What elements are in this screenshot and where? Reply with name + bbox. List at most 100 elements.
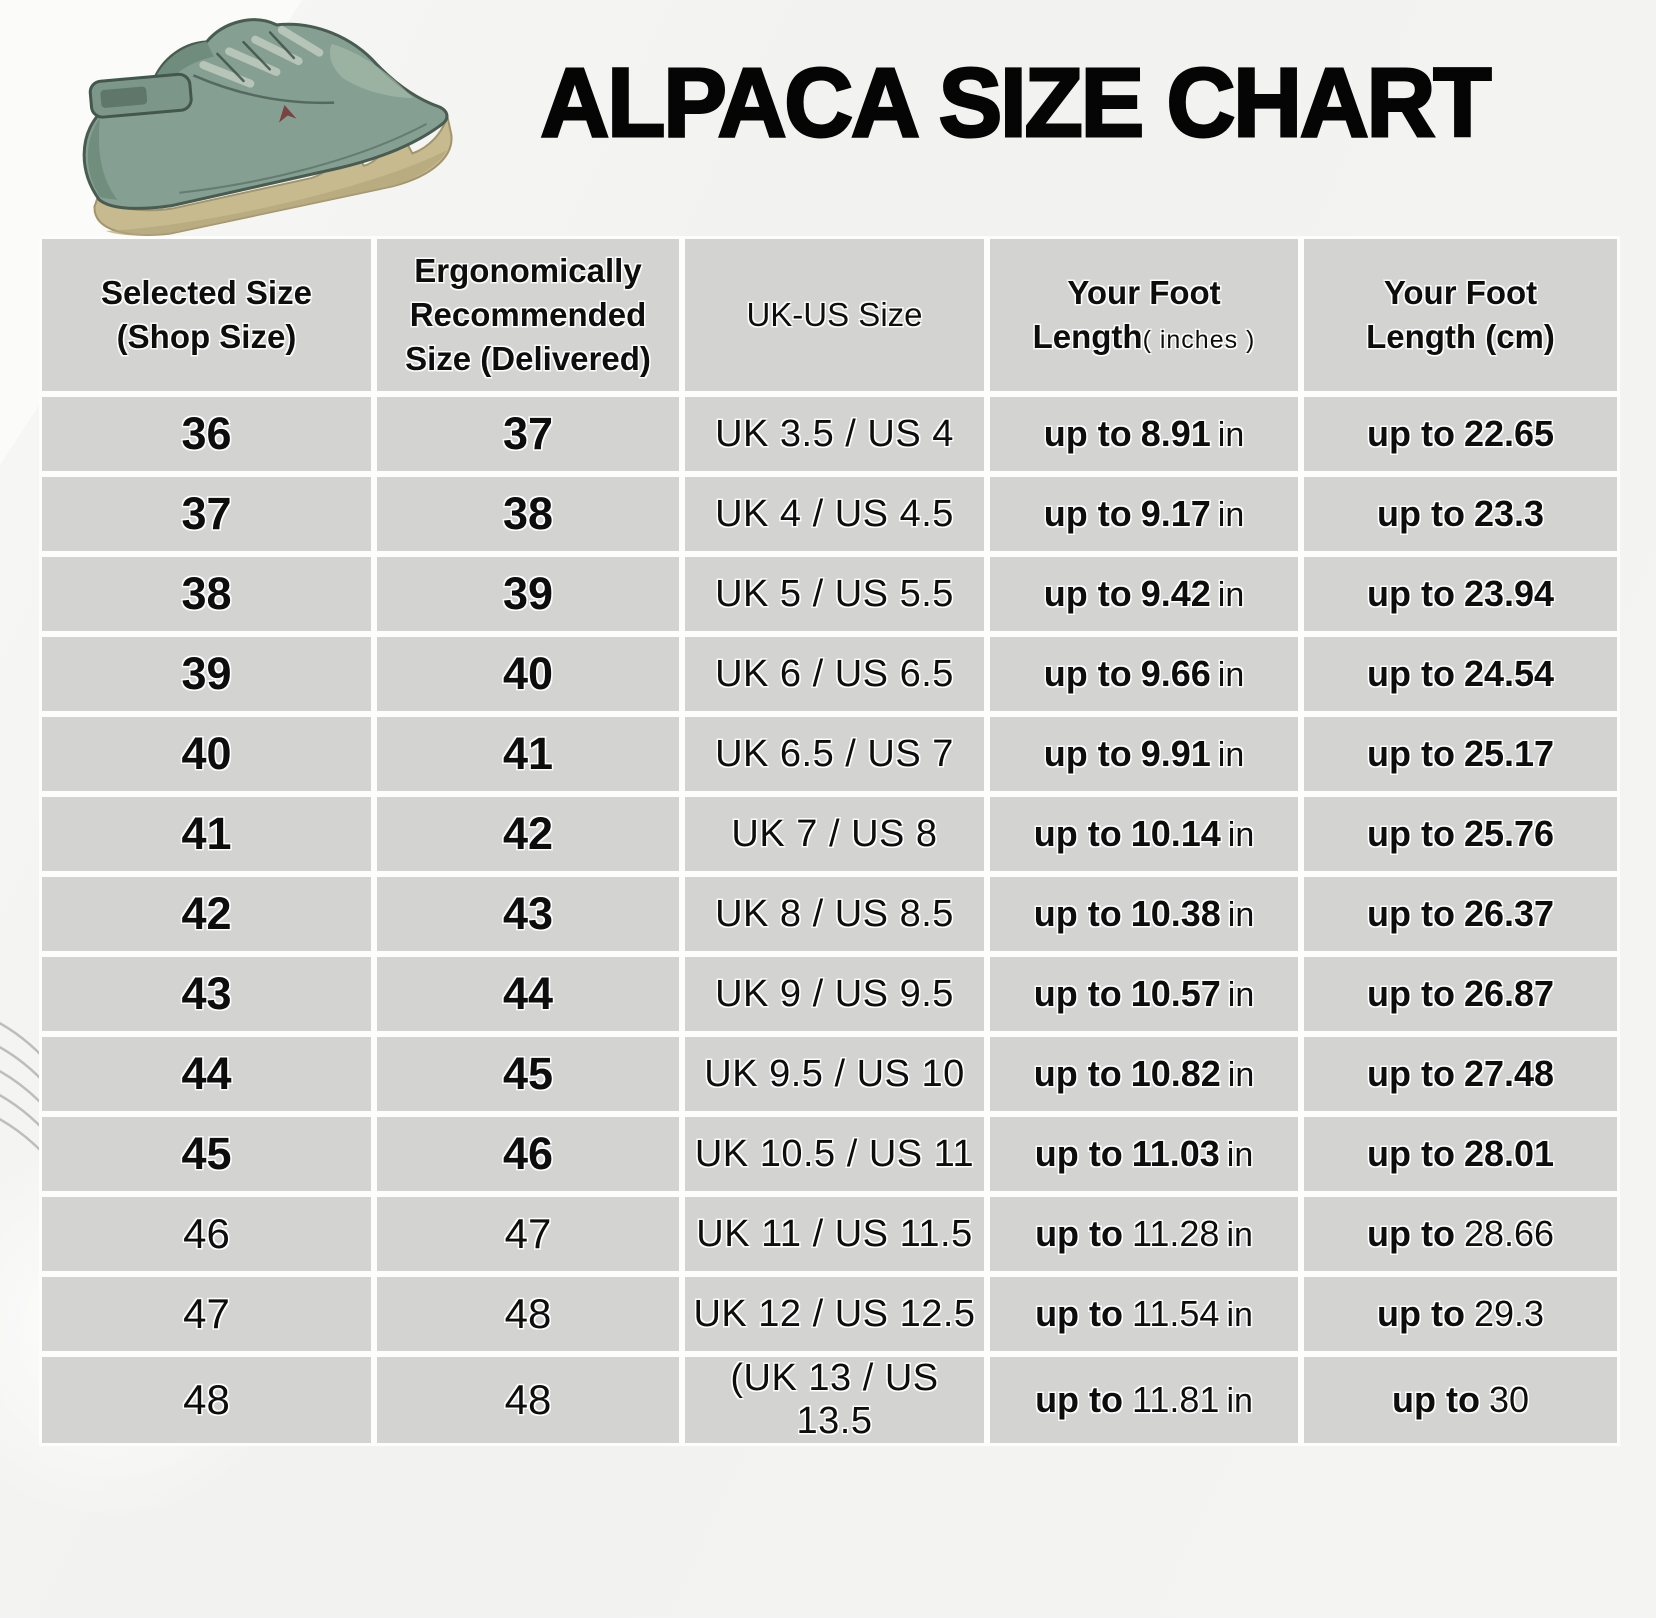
cell-foot-length-inches: up to 11.03 in	[987, 1114, 1301, 1194]
header-selected-size: Selected Size (Shop Size)	[39, 236, 374, 394]
header-text: Length (cm)	[1366, 318, 1555, 355]
ukus-size-value: UK 6 / US 6.5	[715, 652, 954, 695]
up-to-label: up to	[1035, 1213, 1124, 1254]
up-to-label: up to	[1376, 493, 1465, 534]
up-to-label: up to	[1366, 813, 1455, 854]
inches-value: 11.03	[1131, 1133, 1220, 1174]
cell-foot-length-cm: up to 29.3	[1301, 1274, 1620, 1354]
size-table-body: 36 37 UK 3.5 / US 4 up to 8.91 in up to 22.…	[39, 394, 1620, 1446]
cell-ukus-size: UK 9.5 / US 10	[682, 1034, 987, 1114]
cell-ukus-size: UK 7 / US 8	[682, 794, 987, 874]
cell-foot-length-inches: up to 11.81 in	[987, 1354, 1301, 1446]
cell-ukus-size: (UK 13 / US 13.5	[682, 1354, 987, 1446]
ukus-size-value: UK 4 / US 4.5	[715, 492, 954, 535]
inch-unit-label: in	[1226, 1136, 1254, 1174]
delivered-size-value: 48	[504, 1376, 552, 1423]
table-row: 42 43 UK 8 / US 8.5 up to 10.38 in up to 26…	[39, 874, 1620, 954]
up-to-label: up to	[1043, 413, 1132, 454]
cell-delivered-size: 37	[374, 394, 682, 474]
shop-size-value: 41	[181, 808, 232, 859]
header-recommended-size: Ergonomically Recommended Size (Delivere…	[374, 236, 682, 394]
cell-delivered-size: 44	[374, 954, 682, 1034]
inches-value: 9.91	[1140, 733, 1211, 774]
up-to-label: up to	[1034, 1133, 1123, 1174]
cm-value: 23.94	[1463, 573, 1555, 614]
ukus-size-value: UK 5 / US 5.5	[715, 572, 954, 615]
cell-foot-length-inches: up to 10.57 in	[987, 954, 1301, 1034]
cell-delivered-size: 48	[374, 1354, 682, 1446]
ukus-size-value: UK 7 / US 8	[731, 812, 938, 855]
cell-foot-length-cm: up to 25.17	[1301, 714, 1620, 794]
shop-size-value: 48	[183, 1376, 230, 1423]
inch-unit-label: in	[1226, 1382, 1253, 1420]
cell-foot-length-inches: up to 10.14 in	[987, 794, 1301, 874]
shop-size-value: 37	[181, 488, 232, 539]
up-to-label: up to	[1366, 1053, 1455, 1094]
inches-value: 11.81	[1132, 1379, 1220, 1420]
delivered-size-value: 45	[502, 1048, 554, 1099]
delivered-size-value: 47	[504, 1210, 552, 1257]
cell-shop-size: 48	[39, 1354, 374, 1446]
cell-foot-length-inches: up to 10.38 in	[987, 874, 1301, 954]
cell-ukus-size: UK 9 / US 9.5	[682, 954, 987, 1034]
up-to-label: up to	[1033, 893, 1122, 934]
inch-unit-label: in	[1227, 896, 1255, 934]
ukus-size-value: UK 8 / US 8.5	[715, 892, 954, 935]
cell-foot-length-cm: up to 23.94	[1301, 554, 1620, 634]
up-to-label: up to	[1366, 733, 1455, 774]
cell-ukus-size: UK 8 / US 8.5	[682, 874, 987, 954]
shop-size-value: 45	[181, 1128, 232, 1179]
cell-foot-length-cm: up to 24.54	[1301, 634, 1620, 714]
ukus-size-value: UK 6.5 / US 7	[715, 732, 954, 775]
shop-size-value: 36	[181, 408, 232, 459]
cell-delivered-size: 45	[374, 1034, 682, 1114]
inch-unit-label: in	[1227, 816, 1255, 854]
table-row: 43 44 UK 9 / US 9.5 up to 10.57 in up to 26…	[39, 954, 1620, 1034]
up-to-label: up to	[1043, 733, 1132, 774]
cell-foot-length-cm: up to 28.01	[1301, 1114, 1620, 1194]
delivered-size-value: 48	[504, 1290, 552, 1337]
shop-size-value: 38	[181, 568, 232, 619]
page-title: ALPACA SIZE CHART	[539, 48, 1493, 157]
inches-value: 10.38	[1130, 893, 1221, 934]
ukus-size-value: UK 3.5 / US 4	[715, 412, 954, 455]
sneaker-image	[82, 18, 453, 236]
cell-shop-size: 43	[39, 954, 374, 1034]
cell-delivered-size: 41	[374, 714, 682, 794]
cell-shop-size: 42	[39, 874, 374, 954]
cell-ukus-size: UK 5 / US 5.5	[682, 554, 987, 634]
cm-value: 28.01	[1463, 1133, 1555, 1174]
header-text: Recommended	[409, 295, 647, 333]
inches-value: 10.82	[1130, 1053, 1221, 1094]
cell-delivered-size: 47	[374, 1194, 682, 1274]
cm-value: 27.48	[1463, 1053, 1555, 1094]
cell-ukus-size: UK 6 / US 6.5	[682, 634, 987, 714]
inch-unit-label: in	[1226, 1216, 1253, 1254]
inch-unit-label: in	[1226, 1296, 1253, 1334]
inch-unit-label: in	[1217, 736, 1245, 774]
cell-delivered-size: 40	[374, 634, 682, 714]
ukus-size-value: UK 12 / US 12.5	[693, 1292, 976, 1335]
delivered-size-value: 41	[502, 728, 554, 779]
cell-delivered-size: 48	[374, 1274, 682, 1354]
cm-value: 22.65	[1463, 413, 1555, 454]
cell-foot-length-cm: up to 30	[1301, 1354, 1620, 1446]
cell-delivered-size: 43	[374, 874, 682, 954]
cell-shop-size: 38	[39, 554, 374, 634]
header-text: Selected Size	[101, 273, 312, 311]
cell-delivered-size: 42	[374, 794, 682, 874]
inches-value: 10.57	[1130, 973, 1221, 1014]
cm-value: 25.76	[1463, 813, 1555, 854]
header-text: UK-US Size	[746, 295, 923, 333]
up-to-label: up to	[1035, 1293, 1124, 1334]
ukus-size-value: UK 10.5 / US 11	[694, 1132, 975, 1175]
cell-delivered-size: 39	[374, 554, 682, 634]
header-foot-length-cm: Your Foot Length (cm)	[1301, 236, 1620, 394]
cell-foot-length-inches: up to 9.17 in	[987, 474, 1301, 554]
inches-value: 9.17	[1140, 493, 1211, 534]
cell-foot-length-cm: up to 26.37	[1301, 874, 1620, 954]
cell-foot-length-inches: up to 10.82 in	[987, 1034, 1301, 1114]
cell-ukus-size: UK 6.5 / US 7	[682, 714, 987, 794]
cell-foot-length-cm: up to 22.65	[1301, 394, 1620, 474]
cell-delivered-size: 38	[374, 474, 682, 554]
